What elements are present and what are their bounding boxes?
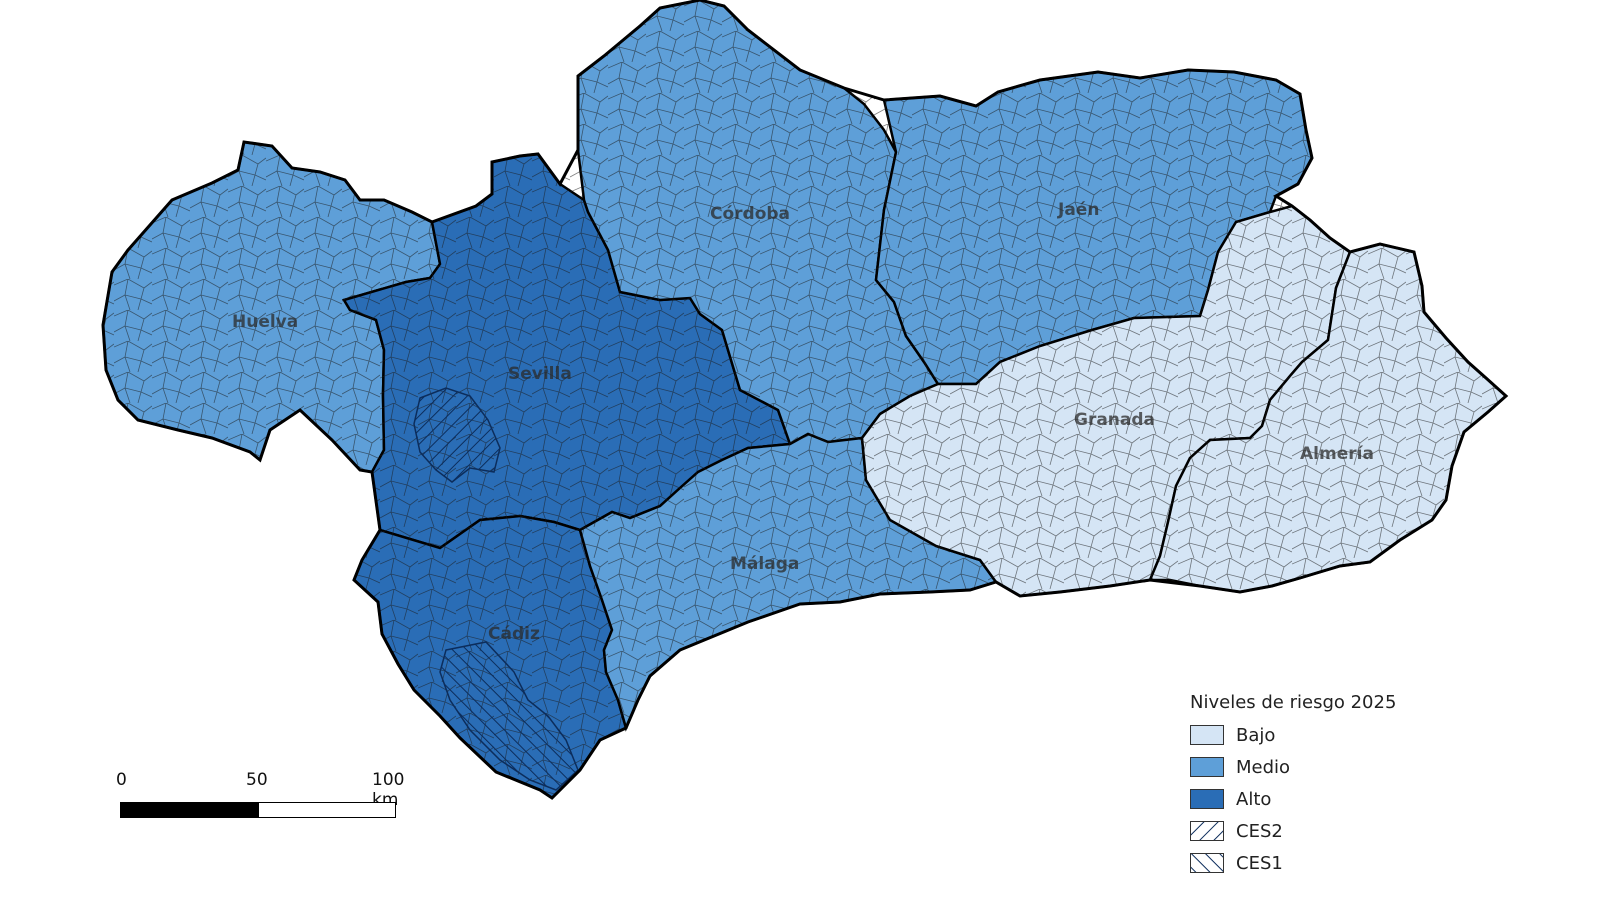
legend-item-bajo: Bajo — [1190, 719, 1396, 751]
legend-label-bajo: Bajo — [1236, 724, 1276, 746]
ces1-area-cadiz — [439, 641, 579, 791]
legend-swatch-medio — [1190, 757, 1224, 777]
legend-label-ces1: CES1 — [1236, 852, 1283, 874]
legend-item-alto: Alto — [1190, 783, 1396, 815]
label-sevilla: Sevilla — [508, 364, 572, 384]
scale-tick-0: 0 — [116, 770, 127, 790]
legend-label-alto: Alto — [1236, 788, 1272, 810]
map-legend: Niveles de riesgo 2025 Bajo Medio Alto C… — [1190, 692, 1396, 879]
label-almeria: Almería — [1300, 444, 1374, 464]
legend-item-medio: Medio — [1190, 751, 1396, 783]
legend-swatch-ces2 — [1190, 821, 1224, 841]
legend-swatch-ces1 — [1190, 853, 1224, 873]
municipal-boundaries — [103, 0, 1506, 798]
ces2-area-sevilla — [413, 387, 501, 483]
label-malaga: Málaga — [730, 554, 800, 574]
scale-bar-black-segment — [120, 802, 258, 818]
andalucia-outline — [101, 0, 1509, 800]
scale-tick-50: 50 — [246, 770, 268, 790]
legend-item-ces2: CES2 — [1190, 815, 1396, 847]
legend-label-medio: Medio — [1236, 756, 1291, 778]
legend-title: Niveles de riesgo 2025 — [1190, 692, 1397, 713]
scale-bar: 0 50 100 km — [116, 770, 404, 830]
label-cordoba: Córdoba — [710, 204, 791, 224]
scale-bar-white-segment — [258, 802, 396, 818]
label-jaen: Jaén — [1058, 200, 1100, 220]
label-granada: Granada — [1074, 410, 1156, 430]
label-cadiz: Cádiz — [488, 624, 540, 644]
legend-swatch-bajo — [1190, 725, 1224, 745]
legend-item-ces1: CES1 — [1190, 847, 1396, 879]
legend-label-ces2: CES2 — [1236, 820, 1283, 842]
label-huelva: Huelva — [232, 312, 299, 332]
legend-swatch-alto — [1190, 789, 1224, 809]
ces-hatch-layer — [413, 387, 579, 791]
